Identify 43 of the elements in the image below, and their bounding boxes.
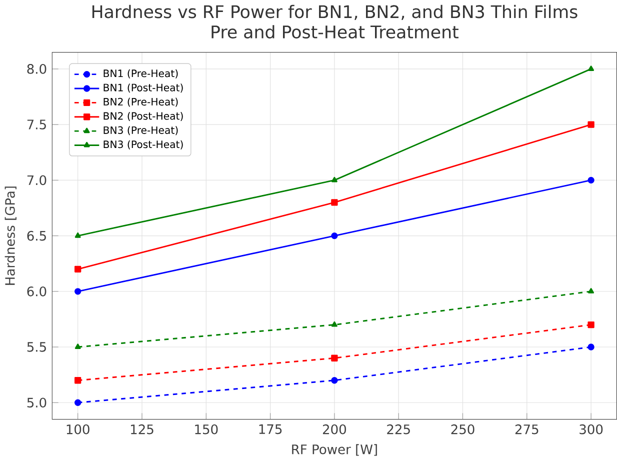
legend-label: BN3 (Post-Heat) — [104, 140, 183, 150]
point — [331, 232, 338, 240]
chart-title: Hardness vs RF Power for BN1, BN2, and BN3 Thin Films Pre and Post-Heat Treatment — [92, 5, 578, 39]
y-tick-label: 7.5 — [27, 120, 46, 130]
point — [74, 399, 82, 406]
x-tick-label: 100 — [66, 424, 90, 434]
legend-label: BN1 (Pre-Heat) — [104, 70, 178, 79]
point — [331, 199, 338, 206]
y-tick-label: 6.5 — [27, 231, 46, 241]
point — [74, 377, 82, 384]
point — [588, 121, 594, 128]
point — [331, 177, 338, 182]
legend-label: BN3 (Pre-Heat) — [104, 126, 178, 136]
legend-label: BN1 (Post-Heat) — [104, 84, 183, 93]
x-tick-label: 200 — [322, 424, 346, 434]
point — [331, 322, 338, 327]
x-tick-label: 225 — [387, 424, 410, 434]
point — [74, 232, 81, 238]
point — [588, 322, 594, 328]
y-tick-label: 6.0 — [27, 286, 46, 297]
point — [74, 344, 81, 350]
point — [74, 266, 82, 273]
x-tick-label: 150 — [195, 424, 218, 434]
point — [588, 66, 594, 72]
y-tick-label: 5.0 — [27, 398, 46, 408]
point — [331, 354, 338, 362]
point — [588, 288, 594, 294]
x-tick-label: 125 — [130, 424, 154, 434]
legend-label: BN2 (Post-Heat) — [104, 112, 183, 122]
x-tick-label: 250 — [451, 424, 474, 434]
y-tick-label: 7.0 — [27, 175, 46, 186]
point — [588, 344, 594, 351]
point — [588, 177, 594, 184]
point — [74, 288, 82, 295]
x-tick-label: 300 — [580, 424, 603, 434]
x-axis-title: RF Power [W] — [292, 444, 377, 456]
y-tick-label: 8.0 — [27, 64, 46, 74]
legend-label: BN2 (Pre-Heat) — [104, 98, 178, 107]
x-tick-label: 175 — [259, 424, 282, 434]
x-tick-label: 275 — [515, 424, 538, 434]
y-axis-title: Hardness [GPa] — [4, 186, 16, 286]
y-tick-label: 5.5 — [27, 342, 46, 352]
point — [331, 377, 338, 384]
